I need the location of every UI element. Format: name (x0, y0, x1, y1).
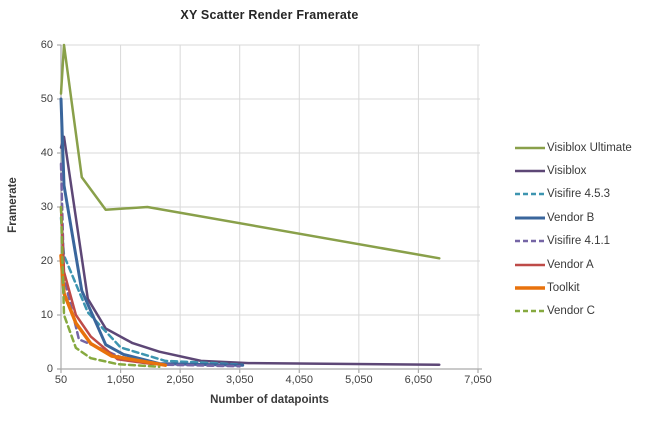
x-tick-label: 2,050 (166, 374, 194, 386)
y-tick-label: 0 (46, 362, 53, 375)
series-line-visifire-4-5-3 (59, 216, 244, 366)
legend-line-swatch (515, 146, 545, 149)
series-line-vendor-c (59, 205, 161, 369)
legend-item: Toolkit (515, 276, 647, 299)
x-tick-label: 7,050 (464, 374, 492, 386)
legend-label: Visiblox Ultimate (547, 141, 632, 154)
legend-line-swatch (515, 169, 545, 173)
legend-line-swatch (515, 310, 545, 313)
legend: Visiblox Ultimate Visiblox Visifire 4.5.3 V… (515, 136, 647, 323)
series-line-visiblox-ultimate (59, 43, 441, 260)
y-tick-label: 60 (40, 38, 53, 51)
legend-item: Vendor B (515, 206, 647, 229)
y-tick-label: 40 (40, 146, 53, 159)
legend-item: Vendor A (515, 253, 647, 276)
x-tick-label: 50 (54, 374, 68, 386)
legend-label: Vendor B (547, 211, 595, 224)
legend-label: Visifire 4.1.1 (547, 235, 611, 248)
legend-line-swatch (515, 263, 545, 266)
x-tick-label: 6,050 (404, 374, 433, 386)
series-line-visifire-4-1-1 (59, 162, 241, 368)
legend-item: Vendor C (515, 300, 647, 323)
legend-line-swatch (515, 240, 545, 243)
y-axis-title: Framerate (7, 177, 19, 233)
x-tick-label: 4,050 (285, 374, 314, 386)
x-axis-title: Number of datapoints (210, 394, 329, 406)
legend-label: Vendor C (547, 305, 595, 318)
legend-item: Visiblox Ultimate (515, 136, 647, 159)
x-tick-label: 3,050 (225, 374, 254, 386)
series-line-vendor-b (59, 97, 245, 367)
legend-line-swatch (515, 216, 545, 220)
series-line-visiblox (59, 135, 441, 366)
x-tick-label: 1,050 (106, 374, 135, 386)
legend-line-swatch (515, 193, 545, 196)
chart-title: XY Scatter Render Framerate (180, 8, 359, 22)
legend-item: Visifire 4.1.1 (515, 230, 647, 253)
y-tick-label: 20 (40, 254, 53, 267)
legend-item: Visifire 4.5.3 (515, 183, 647, 206)
legend-label: Vendor A (547, 258, 594, 271)
legend-label: Toolkit (547, 282, 580, 295)
y-tick-label: 10 (40, 308, 53, 321)
legend-line-swatch (515, 286, 545, 290)
legend-label: Visiblox (547, 165, 587, 178)
series-line-vendor-a (59, 205, 155, 366)
y-tick-label: 50 (40, 92, 53, 105)
legend-label: Visifire 4.5.3 (547, 188, 611, 201)
legend-item: Visiblox (515, 159, 647, 182)
x-tick-label: 5,050 (345, 374, 373, 386)
y-tick-label: 30 (40, 200, 53, 213)
